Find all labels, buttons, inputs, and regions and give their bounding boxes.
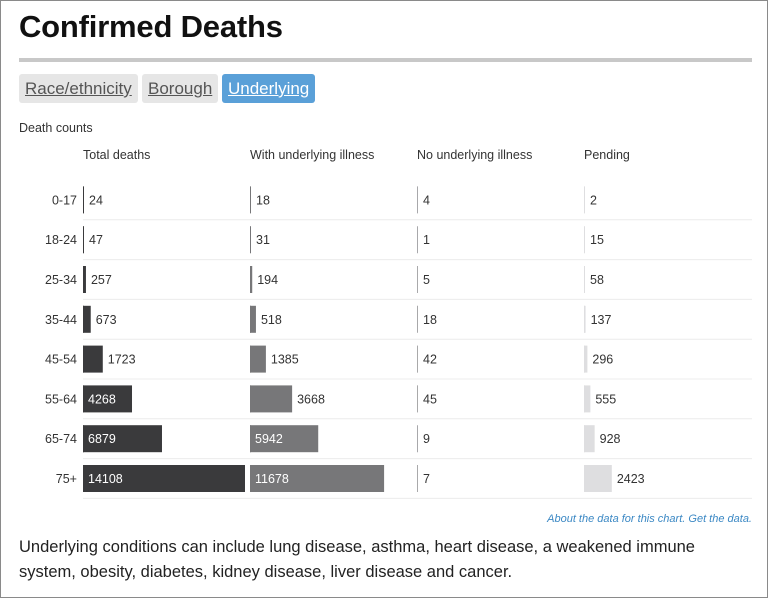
bar-value-label: 555 bbox=[595, 392, 616, 406]
bar-value-label: 18 bbox=[423, 313, 437, 327]
bar-value-label: 31 bbox=[256, 233, 270, 247]
bar-value-label: 4268 bbox=[88, 392, 116, 406]
bar-value-label: 47 bbox=[89, 233, 103, 247]
bar-value-label: 2423 bbox=[617, 472, 645, 486]
tab-race-ethnicity[interactable]: Race/ethnicity bbox=[19, 74, 138, 103]
bar-value-label: 518 bbox=[261, 313, 282, 327]
bar bbox=[83, 305, 91, 333]
bar bbox=[83, 425, 162, 453]
bar bbox=[584, 385, 591, 413]
bar-value-label: 14108 bbox=[88, 472, 123, 486]
bar-value-label: 6879 bbox=[88, 432, 116, 446]
bar bbox=[584, 425, 595, 453]
bar bbox=[83, 266, 86, 293]
bar bbox=[250, 305, 256, 333]
bar-value-label: 58 bbox=[590, 273, 604, 287]
bar-value-label: 194 bbox=[257, 273, 278, 287]
title-divider bbox=[19, 58, 752, 62]
bar-value-label: 24 bbox=[89, 193, 103, 207]
bar bbox=[83, 385, 133, 413]
bar bbox=[584, 345, 588, 373]
bar bbox=[83, 226, 84, 254]
bar bbox=[83, 345, 103, 373]
bar bbox=[250, 425, 319, 453]
bar-value-label: 42 bbox=[423, 353, 437, 367]
bar bbox=[250, 266, 253, 293]
column-header: Total deaths bbox=[83, 148, 150, 162]
row-label: 18-24 bbox=[45, 233, 77, 247]
bar bbox=[584, 465, 612, 492]
column-header: With underlying illness bbox=[250, 148, 374, 162]
tab-borough[interactable]: Borough bbox=[142, 74, 219, 103]
bar-value-label: 673 bbox=[96, 313, 117, 327]
row-label: 25-34 bbox=[45, 273, 77, 287]
bar-value-label: 296 bbox=[592, 353, 613, 367]
page-title: Confirmed Deaths bbox=[19, 9, 283, 44]
bar-value-label: 4 bbox=[423, 193, 430, 207]
row-label: 65-74 bbox=[45, 432, 77, 446]
bar-value-label: 1723 bbox=[108, 353, 136, 367]
bar-value-label: 1385 bbox=[271, 353, 299, 367]
column-header: No underlying illness bbox=[417, 148, 532, 162]
bar-value-label: 5942 bbox=[255, 432, 283, 446]
bar-value-label: 5 bbox=[423, 273, 430, 287]
row-label: 0-17 bbox=[52, 193, 77, 207]
bar-value-label: 137 bbox=[591, 313, 612, 327]
row-label: 75+ bbox=[56, 472, 77, 486]
source-links: About the data for this chart. Get the d… bbox=[547, 513, 752, 525]
bar-value-label: 1 bbox=[423, 233, 430, 247]
bar-value-label: 2 bbox=[590, 193, 597, 207]
bar-value-label: 15 bbox=[590, 233, 604, 247]
get-data-link[interactable]: Get the data. bbox=[688, 513, 752, 525]
chart-subtitle: Death counts bbox=[19, 121, 93, 135]
bar-value-label: 3668 bbox=[297, 392, 325, 406]
bar-value-label: 9 bbox=[423, 432, 430, 446]
bar bbox=[250, 465, 385, 492]
row-label: 45-54 bbox=[45, 353, 77, 367]
bar-value-label: 18 bbox=[256, 193, 270, 207]
column-header: Pending bbox=[584, 148, 630, 162]
tab-underlying-conditions[interactable]: Underlying conditions bbox=[222, 74, 316, 127]
bar-value-label: 928 bbox=[600, 432, 621, 446]
bar-value-label: 7 bbox=[423, 472, 430, 486]
bar bbox=[417, 385, 418, 413]
bar bbox=[584, 266, 585, 293]
about-data-link[interactable]: About the data for this chart. bbox=[547, 513, 686, 525]
bar bbox=[83, 465, 245, 492]
footnote-text: Underlying conditions can include lung d… bbox=[19, 538, 695, 581]
bar bbox=[584, 305, 586, 333]
bar-value-label: 257 bbox=[91, 273, 112, 287]
bar bbox=[250, 345, 266, 373]
bar bbox=[250, 385, 293, 413]
bar-value-label: 45 bbox=[423, 392, 437, 406]
death-counts-chart: Total deaths With underlying illness No un… bbox=[45, 148, 752, 499]
bar-value-label: 11678 bbox=[255, 472, 289, 486]
row-label: 35-44 bbox=[45, 313, 77, 327]
row-label: 55-64 bbox=[45, 392, 77, 406]
